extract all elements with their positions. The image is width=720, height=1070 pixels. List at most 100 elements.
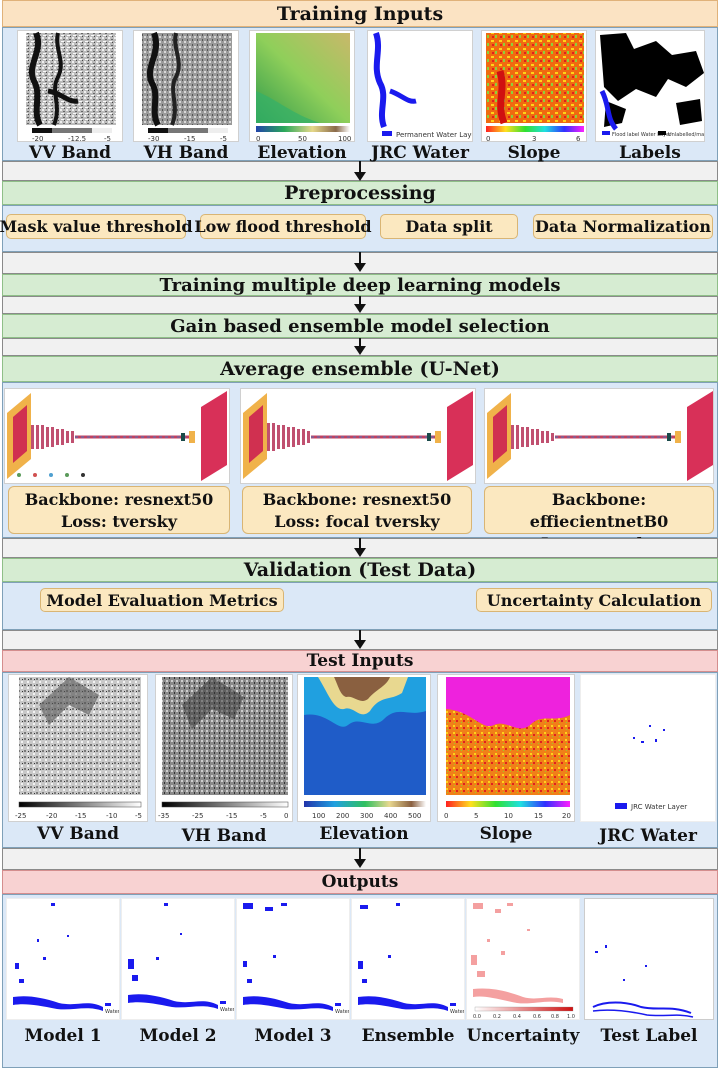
preprocessing-banner: Preprocessing: [2, 181, 718, 205]
svg-text:15: 15: [534, 812, 543, 820]
train-vh-label: VH Band: [143, 143, 229, 163]
svg-text:-12.5: -12.5: [68, 135, 86, 142]
model-1-info: Backbone: resnext50 Loss: tversky: [8, 486, 230, 534]
output-ensemble-legend: Water: [450, 1009, 465, 1015]
test-vh-label: VH Band: [181, 826, 267, 846]
output-model-3-map: Water: [236, 898, 350, 1020]
svg-text:-20: -20: [32, 135, 43, 142]
model-3-backbone: Backbone: effiecientnetB0: [529, 490, 669, 531]
output-model-1-legend: Water: [105, 1009, 120, 1015]
svg-text:-25: -25: [192, 812, 203, 820]
svg-text:-35: -35: [158, 812, 169, 820]
test-inputs-banner: Test Inputs: [2, 650, 718, 672]
svg-text:0.0: 0.0: [473, 1014, 481, 1020]
model-1-loss: Loss: tversky: [60, 512, 178, 531]
output-model-1-label: Model 1: [24, 1026, 102, 1046]
test-vh-thumb: -35 -25 -15 -5 0: [155, 674, 293, 822]
ensemble-title: Average ensemble (U-Net): [220, 358, 500, 380]
output-model-2-legend: Water: [220, 1007, 235, 1013]
output-test-label-map: [584, 898, 714, 1020]
svg-text:0.2: 0.2: [493, 1014, 501, 1020]
flow-arrow: [354, 296, 366, 313]
train-slope-thumb: 0 3 6: [481, 30, 587, 142]
low-flood-threshold-step: Low flood threshold: [194, 214, 372, 239]
output-model-3-label: Model 3: [254, 1026, 332, 1046]
data-normalization-step: Data Normalization: [533, 214, 713, 239]
svg-text:0.6: 0.6: [533, 1014, 541, 1020]
train-labels-thumb: Flood label Water Layer Unlabelled/maske…: [595, 30, 705, 142]
train-labels-label: Labels: [619, 143, 681, 163]
uncertainty-calculation-box: Uncertainty Calculation: [476, 588, 712, 612]
output-ensemble-map: Water: [351, 898, 465, 1020]
output-model-2-label: Model 2: [139, 1026, 217, 1046]
test-inputs-title: Test Inputs: [306, 651, 414, 671]
validation-banner: Validation (Test Data): [2, 558, 718, 582]
svg-text:0.4: 0.4: [513, 1014, 521, 1020]
outputs-title: Outputs: [321, 872, 399, 892]
output-model-2-map: Water: [121, 898, 235, 1020]
svg-text:-15: -15: [226, 812, 237, 820]
svg-text:-10: -10: [106, 812, 117, 820]
ensemble-banner: Average ensemble (U-Net): [2, 356, 718, 382]
test-elevation-thumb: 100 200 300 400 500: [297, 674, 431, 822]
svg-text:-5: -5: [104, 135, 111, 142]
svg-text:5: 5: [474, 812, 478, 820]
train-labels-legend-masked: Unlabelled/masked: [668, 132, 705, 138]
unet-architecture-2: [240, 388, 476, 484]
svg-text:0: 0: [256, 135, 260, 142]
train-jrc-thumb: Permanent Water Layer: [367, 30, 473, 142]
test-vv-label: VV Band: [37, 824, 119, 844]
training-inputs-title: Training Inputs: [276, 2, 444, 25]
svg-text:-30: -30: [148, 135, 159, 142]
train-slope-label: Slope: [507, 143, 561, 163]
model-2-info: Backbone: resnext50 Loss: focal tversky: [242, 486, 472, 534]
flow-arrow: [354, 338, 366, 355]
test-elevation-label: Elevation: [319, 824, 409, 844]
preprocessing-title: Preprocessing: [284, 182, 436, 204]
train-vh-thumb: -30 -15 -5: [133, 30, 239, 142]
train-vv-thumb: -20 -12.5 -5: [17, 30, 123, 142]
svg-text:0: 0: [284, 812, 288, 820]
svg-text:100: 100: [338, 135, 351, 142]
training-models-banner: Training multiple deep learning models: [2, 274, 718, 296]
flow-arrow: [354, 630, 366, 649]
train-vv-label: VV Band: [29, 143, 111, 163]
train-jrc-label: JRC Water: [371, 143, 469, 163]
model-2-loss: Loss: focal tversky: [274, 512, 440, 531]
flow-arrow: [354, 252, 366, 272]
data-split-step: Data split: [380, 214, 518, 239]
svg-text:3: 3: [532, 135, 536, 142]
selection-banner: Gain based ensemble model selection: [2, 314, 718, 338]
training-inputs-banner: Training Inputs: [2, 0, 718, 27]
train-elevation-label: Elevation: [257, 143, 347, 163]
svg-text:6: 6: [576, 135, 581, 142]
model-3-info: Backbone: effiecientnetB0 Loss: tversky: [484, 486, 714, 553]
svg-text:200: 200: [336, 812, 349, 820]
output-ensemble-label: Ensemble: [361, 1026, 455, 1046]
svg-text:400: 400: [384, 812, 397, 820]
test-slope-thumb: 0 5 10 15 20: [437, 674, 575, 822]
flow-arrow: [354, 848, 366, 868]
output-uncertainty-map: 0.0 0.2 0.4 0.6 0.8 1.0: [466, 898, 580, 1020]
svg-text:-25: -25: [15, 812, 26, 820]
svg-text:500: 500: [408, 812, 421, 820]
unet-architecture-1: [4, 388, 230, 484]
mask-threshold-step: Mask value threshold: [0, 214, 193, 239]
train-elevation-thumb: 0 50 100: [249, 30, 355, 142]
train-jrc-legend: Permanent Water Layer: [396, 131, 473, 139]
svg-text:-20: -20: [46, 812, 57, 820]
validation-title: Validation (Test Data): [243, 559, 477, 581]
svg-text:100: 100: [312, 812, 325, 820]
svg-text:-15: -15: [75, 812, 86, 820]
test-slope-label: Slope: [479, 824, 533, 844]
selection-title: Gain based ensemble model selection: [170, 315, 550, 337]
training-models-title: Training multiple deep learning models: [159, 274, 561, 296]
train-labels-legend-water: Flood label Water Layer: [612, 132, 672, 138]
svg-text:1.0: 1.0: [567, 1014, 575, 1020]
output-test-label-label: Test Label: [600, 1026, 698, 1046]
flow-arrow: [354, 161, 366, 181]
output-model-1-map: Water: [6, 898, 120, 1020]
test-jrc-label: JRC Water: [599, 826, 697, 846]
unet-architecture-3: [484, 388, 714, 484]
model-2-backbone: Backbone: resnext50: [262, 490, 452, 509]
